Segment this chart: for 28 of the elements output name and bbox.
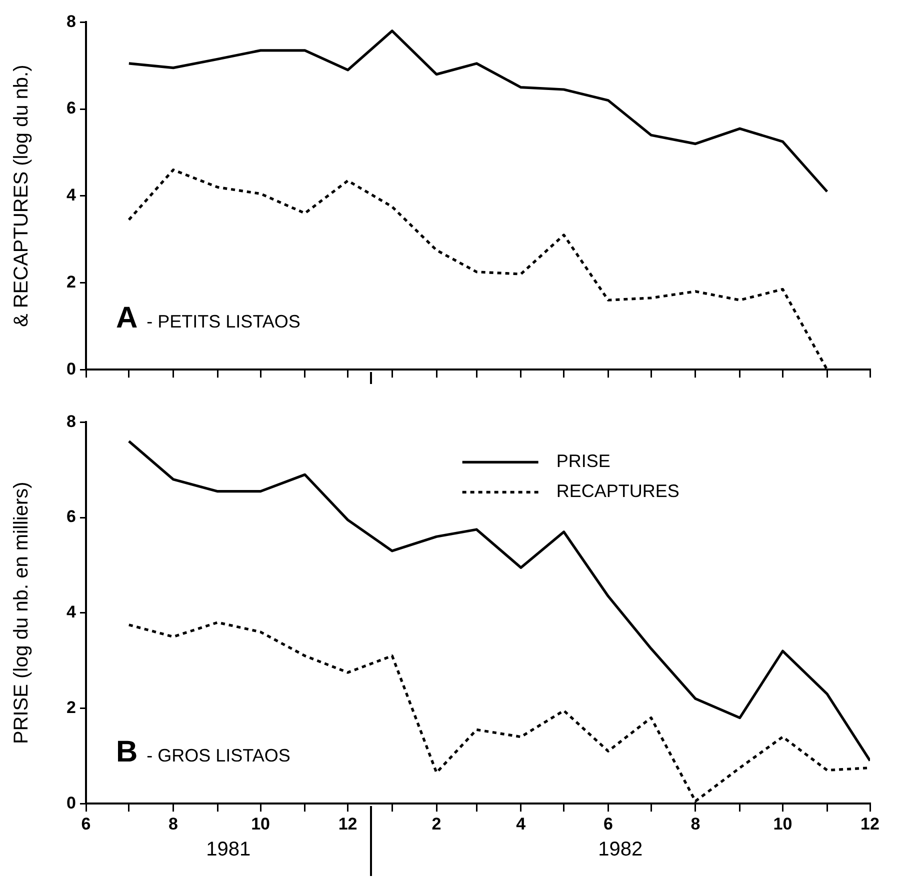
annotation: A - PETITS LISTAOS	[116, 302, 300, 335]
x-tick-label: 8	[168, 814, 178, 834]
y-tick-label: 2	[66, 272, 76, 292]
y-tick-label: 0	[66, 793, 76, 812]
x-tick-label: 6	[603, 814, 613, 834]
text: 1982	[598, 838, 643, 861]
y-tick-label: 6	[66, 98, 76, 118]
x-tick-label: 12	[860, 814, 880, 834]
x-tick-label: 8	[690, 814, 700, 834]
annotation: B - GROS LISTAOS	[116, 736, 290, 769]
y-axis-title: PRISE (log du nb. en milliers)	[10, 482, 33, 744]
x-tick-label: 6	[81, 814, 91, 834]
y-tick-label: 0	[66, 359, 76, 378]
legend-label: RECAPTURES	[556, 481, 680, 502]
x-tick-label: 4	[516, 814, 526, 834]
y-tick-label: 4	[66, 602, 77, 622]
x-tick-label: 10	[251, 814, 270, 834]
y-axis-title: & RECAPTURES (log du nb.)	[10, 64, 33, 328]
y-tick-label: 6	[66, 507, 76, 526]
x-tick-label: 12	[338, 814, 358, 834]
x-tick-label: 10	[773, 814, 792, 834]
y-tick-label: 8	[66, 12, 76, 31]
y-tick-label: 8	[66, 412, 76, 431]
text: 1981	[206, 838, 251, 861]
y-tick-label: 2	[66, 698, 76, 717]
x-tick-label: 2	[432, 814, 442, 834]
legend-label: PRISE	[556, 451, 610, 472]
y-tick-label: 4	[66, 186, 77, 205]
